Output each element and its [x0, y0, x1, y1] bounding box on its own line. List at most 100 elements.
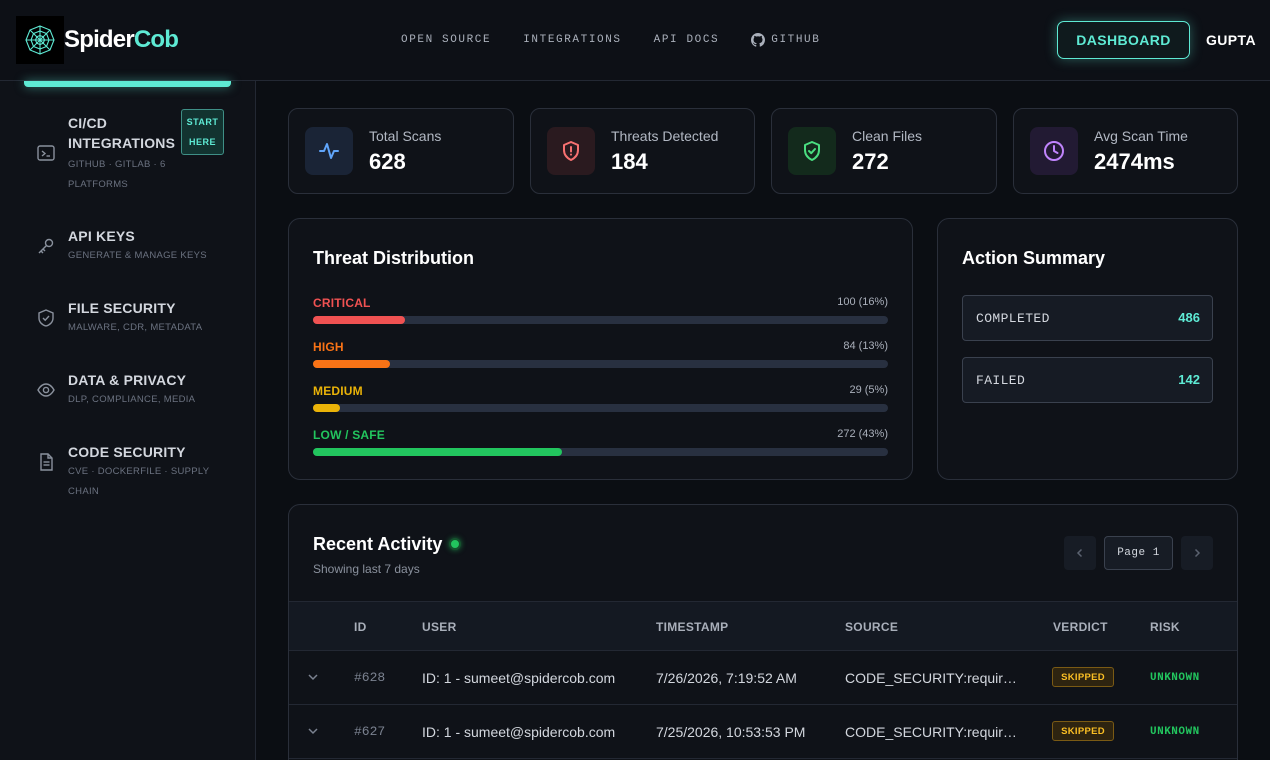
recent-activity-title: Recent Activity	[313, 534, 443, 554]
column-header-risk[interactable]: RISK	[1150, 620, 1180, 634]
threat-bar-fill	[313, 360, 391, 368]
clock-icon	[1030, 127, 1078, 175]
action-summary-title: Action Summary	[962, 248, 1106, 268]
risk-label: UNKNOWN	[1150, 672, 1200, 684]
start-here-badge[interactable]: START HERE	[181, 109, 224, 155]
verdict-badge: SKIPPED	[1052, 721, 1114, 741]
eye-icon	[37, 383, 55, 397]
row-user: ID: 1 - sumeet@spidercob.com	[422, 724, 616, 740]
sidebar-item-label-line1: CI/CD	[68, 115, 108, 131]
column-header-user[interactable]: USER	[422, 620, 457, 634]
prev-page-button[interactable]	[1064, 536, 1096, 570]
recent-activity-panel: Recent Activity Showing last 7 days Page…	[288, 504, 1238, 760]
action-value: 486	[1178, 310, 1200, 325]
sidebar-item-label: CODE SECURITY	[68, 444, 186, 460]
spider-web-logo-icon[interactable]	[16, 16, 64, 64]
risk-label: UNKNOWN	[1150, 726, 1200, 738]
next-page-button[interactable]	[1181, 536, 1213, 570]
nav-github-label: GITHUB	[771, 34, 821, 46]
recent-activity-subtitle: Showing last 7 days	[313, 562, 420, 576]
sidebar-item-sub-line1: GITHUB · GITLAB · 6	[68, 159, 166, 170]
sidebar: CI/CD INTEGRATIONS GITHUB · GITLAB · 6 PLA…	[0, 81, 256, 760]
page-indicator: Page 1	[1104, 536, 1173, 570]
column-header-timestamp[interactable]: TIMESTAMP	[656, 620, 729, 634]
threat-label: CRITICAL	[313, 296, 371, 310]
activity-icon	[305, 127, 353, 175]
shield-icon	[38, 309, 54, 327]
chevron-down-icon[interactable]	[307, 671, 319, 683]
sidebar-item-sub: CVE · DOCKERFILE · SUPPLY CHAIN	[68, 462, 209, 502]
threat-value: 29 (5%)	[849, 384, 888, 396]
stat-card-total-scans: Total Scans 628	[288, 108, 514, 194]
threat-distribution-panel: Threat Distribution CRITICAL 100 (16%) H…	[288, 218, 913, 480]
nav-github[interactable]: GITHUB	[751, 33, 820, 47]
column-header-verdict[interactable]: VERDICT	[1053, 620, 1108, 634]
row-user: ID: 1 - sumeet@spidercob.com	[422, 670, 616, 686]
brand-name[interactable]: SpiderCob	[64, 26, 179, 54]
github-icon	[751, 33, 766, 47]
threat-value: 84 (13%)	[843, 340, 888, 352]
sidebar-item-label: CI/CD INTEGRATIONS	[68, 113, 175, 153]
sidebar-active-indicator	[24, 81, 231, 87]
row-timestamp: 7/25/2026, 10:53:53 PM	[656, 724, 806, 740]
dashboard-button[interactable]: DASHBOARD	[1057, 21, 1190, 59]
key-icon	[38, 238, 54, 254]
stat-value: 272	[852, 149, 889, 174]
threat-bar-track	[313, 448, 888, 456]
column-header-source[interactable]: SOURCE	[845, 620, 899, 634]
sidebar-item-label: DATA & PRIVACY	[68, 372, 187, 388]
nav-api-docs[interactable]: API DOCS	[653, 34, 720, 46]
sidebar-item-code-security[interactable]: CODE SECURITY CVE · DOCKERFILE · SUPPLY C…	[36, 442, 236, 502]
user-menu[interactable]: GUPTA	[1206, 32, 1256, 48]
row-source: CODE_SECURITY:requir…	[845, 670, 1017, 686]
row-source: CODE_SECURITY:requir…	[845, 724, 1017, 740]
column-header-id[interactable]: ID	[354, 620, 367, 634]
action-failed[interactable]: FAILED 142	[962, 357, 1213, 403]
threat-value: 100 (16%)	[837, 296, 888, 308]
sidebar-item-label: FILE SECURITY	[68, 300, 176, 316]
action-label: COMPLETED	[976, 311, 1050, 326]
row-timestamp: 7/26/2026, 7:19:52 AM	[656, 670, 797, 686]
chevron-left-icon	[1076, 548, 1083, 558]
threat-bar-track	[313, 404, 888, 412]
table-row[interactable]: #627 ID: 1 - sumeet@spidercob.com 7/25/2…	[289, 705, 1237, 759]
stat-card-avg-scan-time: Avg Scan Time 2474ms	[1013, 108, 1238, 194]
threat-label: MEDIUM	[313, 384, 363, 398]
stat-card-threats-detected: Threats Detected 184	[530, 108, 755, 194]
sidebar-item-file-security[interactable]: FILE SECURITY MALWARE, CDR, METADATA	[36, 298, 236, 338]
sidebar-item-api-keys[interactable]: API KEYS GENERATE & MANAGE KEYS	[36, 226, 236, 266]
chevron-down-icon[interactable]	[307, 725, 319, 737]
start-here-badge-line2: HERE	[188, 137, 216, 147]
terminal-icon	[37, 145, 55, 161]
action-completed[interactable]: COMPLETED 486	[962, 295, 1213, 341]
chevron-right-icon	[1194, 548, 1201, 558]
sidebar-item-cicd-integrations[interactable]: CI/CD INTEGRATIONS GITHUB · GITLAB · 6 PLA…	[36, 113, 236, 193]
brand-name-part1: Spider	[64, 26, 135, 53]
threat-label: LOW / SAFE	[313, 428, 385, 442]
stat-value: 184	[611, 149, 648, 174]
stat-label: Clean Files	[852, 128, 923, 144]
nav-open-source[interactable]: OPEN SOURCE	[401, 34, 492, 46]
stat-value: 628	[369, 149, 406, 174]
action-label: FAILED	[976, 373, 1026, 388]
table-row[interactable]: #628 ID: 1 - sumeet@spidercob.com 7/26/2…	[289, 651, 1237, 705]
sidebar-item-label: API KEYS	[68, 228, 135, 244]
start-here-badge-line1: START	[186, 117, 219, 127]
nav-integrations[interactable]: INTEGRATIONS	[523, 34, 622, 46]
activity-table-header: ID USER TIMESTAMP SOURCE VERDICT RISK	[289, 601, 1237, 651]
sidebar-item-data-privacy[interactable]: DATA & PRIVACY DLP, COMPLIANCE, MEDIA	[36, 370, 236, 410]
row-id: #628	[354, 670, 386, 685]
verdict-badge: SKIPPED	[1052, 667, 1114, 687]
threat-row-critical: CRITICAL 100 (16%)	[313, 296, 888, 332]
action-value: 142	[1178, 372, 1200, 387]
threat-row-low-safe: LOW / SAFE 272 (43%)	[313, 428, 888, 464]
threat-bar-fill	[313, 404, 341, 412]
sidebar-item-sub: GITHUB · GITLAB · 6 PLATFORMS	[68, 155, 166, 195]
sidebar-item-sub: DLP, COMPLIANCE, MEDIA	[68, 394, 196, 405]
top-bar: SpiderCob OPEN SOURCE INTEGRATIONS API D…	[0, 0, 1270, 81]
threat-row-high: HIGH 84 (13%)	[313, 340, 888, 376]
sidebar-item-label-line2: INTEGRATIONS	[68, 135, 176, 151]
brand-name-part2: Cob	[133, 26, 179, 53]
threat-distribution-title: Threat Distribution	[313, 248, 474, 268]
sidebar-item-sub: MALWARE, CDR, METADATA	[68, 322, 203, 333]
